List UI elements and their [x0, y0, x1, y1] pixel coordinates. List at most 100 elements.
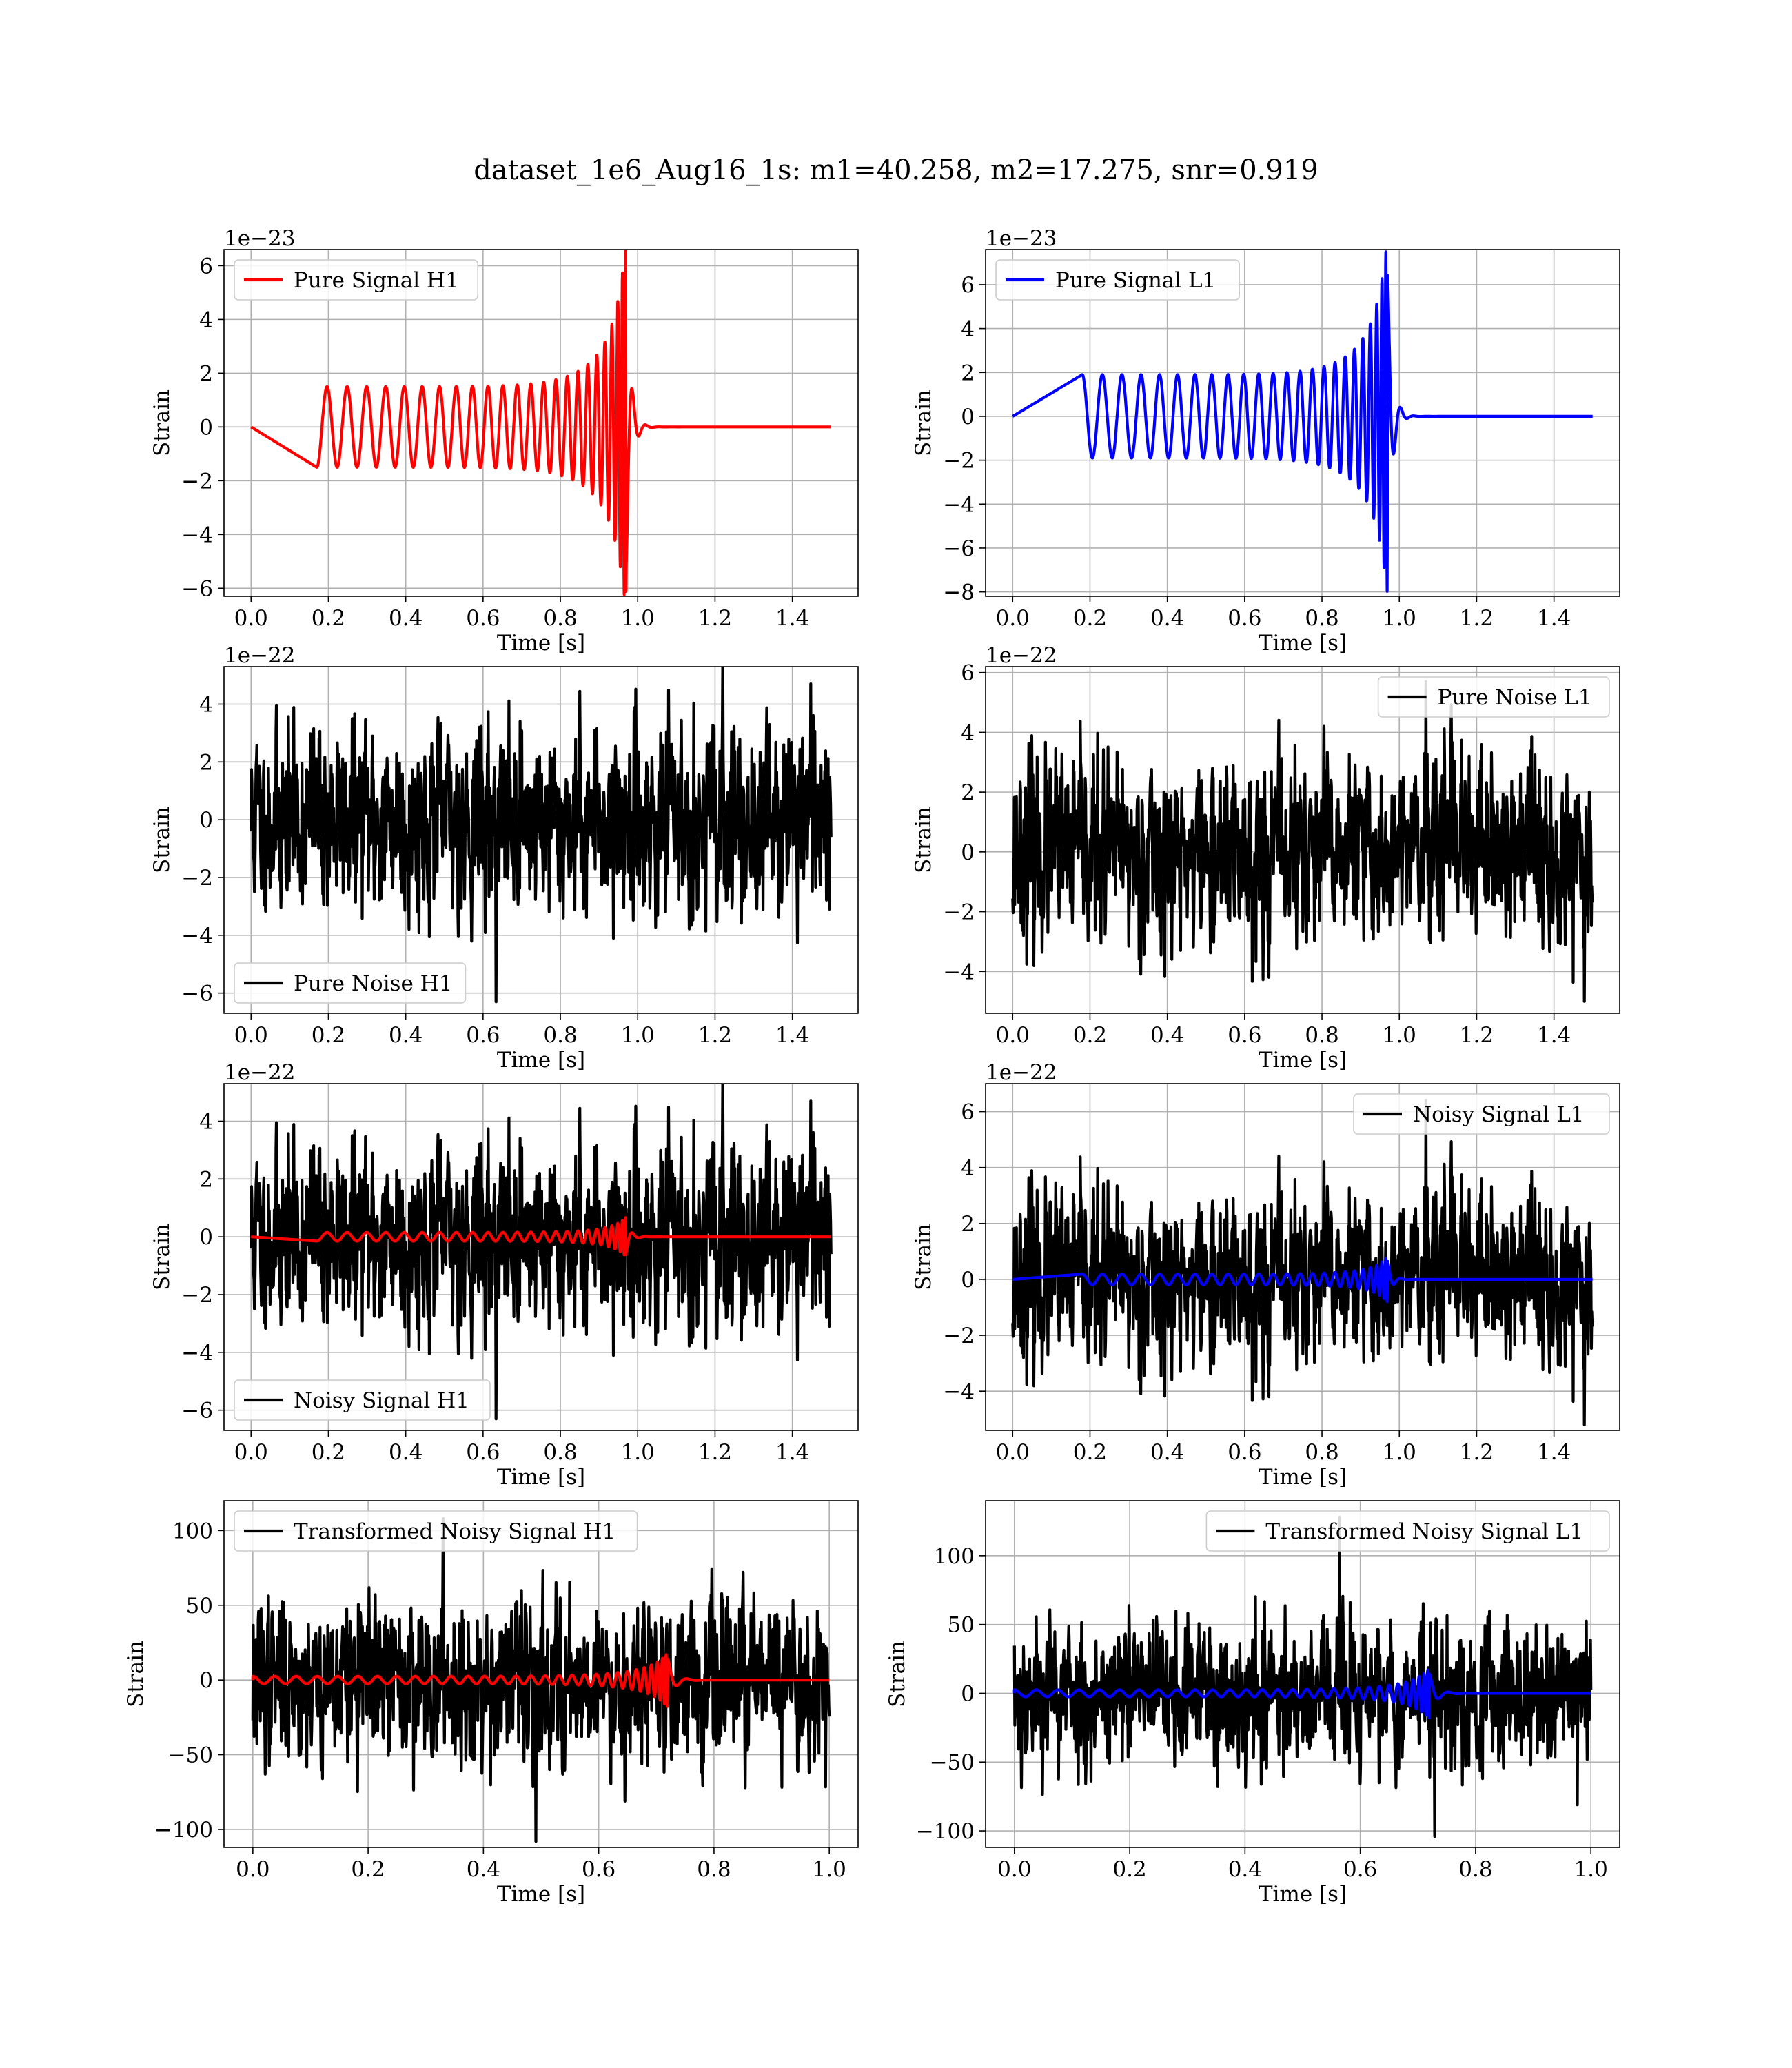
legend-box: [234, 1379, 491, 1421]
legend-label: Pure Noise H1: [294, 971, 452, 996]
chart-panel-4: 0.0 0.2 0.4 0.6 0.8 1.0 1.2 1.4 −4 −2 0 2 4 6 Time [s]…: [911, 643, 1620, 1073]
x-tick-label: 0.2: [312, 1440, 345, 1465]
y-tick-label: −2: [181, 1283, 213, 1308]
y-tick-label: −100: [916, 1819, 975, 1844]
series-line-overlay-1: [251, 1216, 833, 1257]
legend-box: [1353, 1093, 1610, 1135]
x-tick-label: 0.6: [466, 1440, 500, 1465]
axis-offset-text: 1e−22: [986, 1060, 1057, 1085]
axis-offset-text: 1e−23: [986, 226, 1057, 251]
y-tick-label: 4: [199, 1109, 213, 1134]
y-tick-label: −6: [181, 982, 213, 1006]
y-tick-label: −6: [943, 536, 975, 561]
legend: Pure Signal H1: [234, 259, 479, 301]
series-line-pure-signal-l1: [1012, 250, 1594, 593]
x-axis-label: Time [s]: [497, 1048, 585, 1073]
x-tick-label: 0.8: [543, 606, 577, 631]
plot-area: [1011, 680, 1594, 1003]
y-tick-label: 6: [961, 273, 975, 298]
x-tick-label: 1.0: [1383, 606, 1416, 631]
legend-label: Noisy Signal H1: [294, 1388, 469, 1413]
y-tick-label: −4: [943, 1379, 975, 1404]
axis-offset-text: 1e−23: [224, 226, 296, 251]
y-tick-label: −6: [181, 576, 213, 601]
x-tick-label: 0.2: [1073, 606, 1107, 631]
y-tick-label: 4: [961, 1156, 975, 1181]
legend-box: [234, 259, 479, 301]
x-tick-label: 0.0: [234, 1440, 268, 1465]
x-tick-label: 0.8: [1305, 1023, 1338, 1048]
y-tick-label: −6: [181, 1399, 213, 1423]
y-tick-label: 2: [199, 1167, 213, 1192]
x-tick-label: 1.0: [813, 1857, 846, 1882]
axis-offset-text: 1e−22: [986, 643, 1057, 668]
x-tick-label: 0.8: [1305, 606, 1338, 631]
x-tick-label: 1.2: [698, 606, 732, 631]
x-tick-label: 0.0: [996, 606, 1030, 631]
y-tick-label: 0: [199, 1225, 213, 1250]
x-tick-label: 0.4: [1150, 1023, 1184, 1048]
y-tick-label: 4: [199, 692, 213, 717]
y-tick-label: 0: [199, 415, 213, 440]
x-tick-label: 1.4: [775, 606, 809, 631]
x-tick-label: 0.8: [543, 1023, 577, 1048]
series-line-overlay-1: [251, 1653, 831, 1708]
x-tick-label: 0.0: [996, 1023, 1030, 1048]
y-tick-label: 2: [961, 1212, 975, 1237]
x-tick-label: 0.6: [582, 1857, 615, 1882]
x-tick-label: 0.8: [1458, 1857, 1492, 1882]
y-axis-label: Strain: [150, 1224, 174, 1290]
x-tick-label: 1.2: [698, 1440, 732, 1465]
x-axis-label: Time [s]: [1259, 1048, 1347, 1073]
axes-frame: [223, 666, 859, 1014]
x-tick-label: 0.6: [1343, 1857, 1377, 1882]
series-line-noisy-signal-l1: [1011, 1099, 1594, 1426]
y-tick-label: 0: [961, 1681, 975, 1706]
legend: Transformed Noisy Signal H1: [234, 1510, 638, 1552]
y-axis-label: Strain: [885, 1641, 910, 1707]
legend: Pure Signal L1: [995, 259, 1241, 301]
x-tick-label: 1.0: [1383, 1023, 1416, 1048]
legend: Noisy Signal H1: [234, 1379, 491, 1421]
x-tick-label: 0.4: [1150, 1440, 1184, 1465]
y-tick-label: −2: [943, 900, 975, 925]
x-tick-label: 0.6: [1228, 1023, 1261, 1048]
x-axis-label: Time [s]: [1259, 1882, 1347, 1907]
y-tick-label: −4: [181, 523, 213, 547]
y-tick-label: −4: [943, 492, 975, 517]
x-tick-label: 1.2: [1460, 1023, 1494, 1048]
axes-frame: [223, 1500, 859, 1848]
x-tick-label: 0.4: [467, 1857, 500, 1882]
y-tick-label: −4: [943, 960, 975, 984]
legend-label: Pure Signal H1: [294, 268, 459, 293]
legend: Noisy Signal L1: [1353, 1093, 1610, 1135]
legend-label: Transformed Noisy Signal H1: [294, 1519, 615, 1544]
x-tick-label: 0.8: [543, 1440, 577, 1465]
x-tick-label: 1.0: [621, 606, 655, 631]
y-tick-label: 0: [961, 405, 975, 429]
y-tick-label: 4: [961, 317, 975, 342]
x-tick-label: 1.4: [1537, 1440, 1571, 1465]
y-tick-label: −8: [943, 580, 975, 605]
x-tick-label: 0.4: [389, 1440, 422, 1465]
series-line-transformed-noisy-signal-h1: [251, 1517, 831, 1843]
plot-area: [250, 667, 833, 1004]
y-axis-label: Strain: [911, 807, 936, 873]
axes-frame: [223, 1083, 859, 1431]
x-tick-label: 0.4: [389, 1023, 422, 1048]
y-axis-label: Strain: [911, 1224, 936, 1290]
x-tick-label: 0.6: [466, 1023, 500, 1048]
y-tick-label: −2: [943, 1324, 975, 1348]
plot-area: [251, 1517, 831, 1843]
x-tick-label: 0.0: [996, 1440, 1030, 1465]
y-tick-label: −4: [181, 924, 213, 949]
legend: Pure Noise H1: [234, 962, 467, 1004]
plot-area: [250, 1084, 833, 1421]
y-tick-label: −50: [168, 1743, 213, 1768]
y-tick-label: 50: [948, 1613, 975, 1638]
y-tick-label: 4: [961, 720, 975, 745]
y-tick-label: 6: [961, 1100, 975, 1125]
legend-label: Noisy Signal L1: [1413, 1102, 1585, 1127]
series-line-pure-signal-h1: [250, 250, 833, 596]
x-tick-label: 1.0: [621, 1440, 655, 1465]
